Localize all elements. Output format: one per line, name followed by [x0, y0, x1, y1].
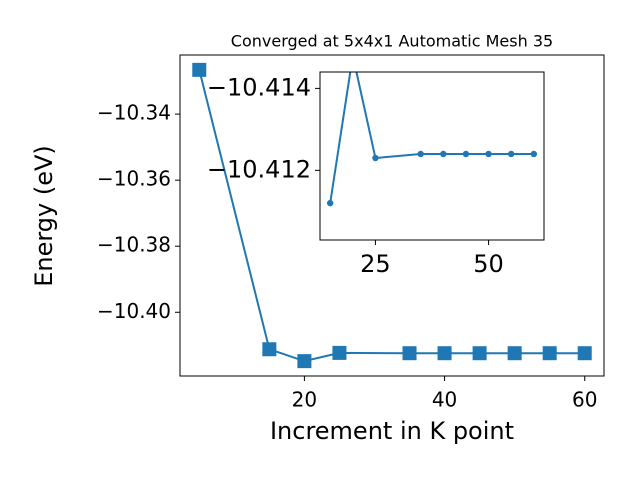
y-tick-label: −10.40 — [97, 299, 171, 323]
y-axis-label: Energy (eV) — [30, 145, 58, 287]
data-marker — [332, 345, 347, 360]
x-tick-label: 50 — [473, 250, 504, 278]
x-tick-label: 25 — [360, 250, 391, 278]
chart-title: Converged at 5x4x1 Automatic Mesh 35 — [231, 32, 553, 51]
data-marker — [437, 346, 452, 361]
x-tick-label: 60 — [572, 388, 597, 412]
y-tick-label: −10.34 — [97, 101, 171, 125]
x-tick-label: 20 — [292, 388, 317, 412]
data-marker — [440, 150, 447, 158]
plot-marks — [192, 62, 592, 369]
data-marker — [372, 154, 379, 162]
y-tick-label: −10.38 — [97, 233, 171, 257]
y-tick-label: −10.412 — [207, 155, 311, 183]
data-marker — [462, 150, 470, 158]
data-marker — [577, 346, 592, 361]
data-marker — [485, 150, 492, 158]
data-marker — [417, 150, 424, 158]
y-tick-label: −10.36 — [97, 167, 171, 191]
data-marker — [530, 150, 538, 158]
plot-marks — [326, 72, 538, 207]
data-marker — [402, 346, 417, 361]
x-tick-label: 40 — [432, 388, 457, 412]
data-marker — [507, 346, 522, 361]
axes-frame — [179, 54, 605, 377]
data-line — [198, 69, 585, 363]
data-marker — [326, 199, 334, 207]
plot-area — [320, 72, 544, 240]
data-marker — [192, 62, 207, 77]
data-marker — [507, 150, 515, 158]
axes-frame — [319, 71, 545, 241]
x-axis-label: Increment in K point — [270, 417, 514, 445]
data-marker — [542, 346, 557, 361]
y-tick-label: −10.414 — [207, 73, 311, 101]
data-marker — [262, 342, 277, 357]
data-marker — [297, 354, 312, 369]
data-marker — [472, 346, 487, 361]
